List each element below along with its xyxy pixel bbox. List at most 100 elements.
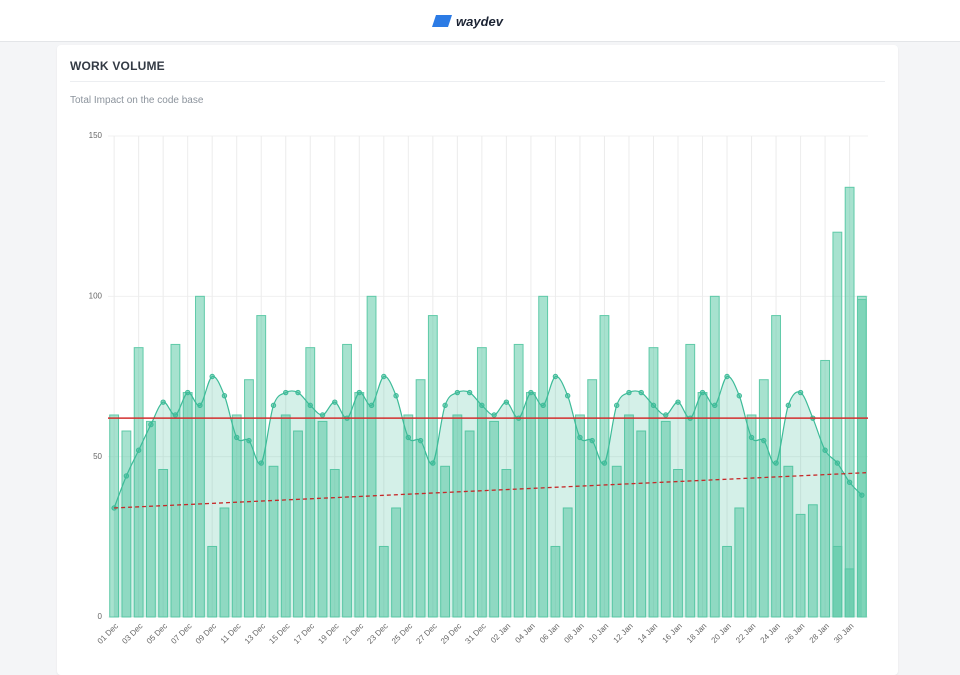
line-point (503, 399, 510, 405)
line-point (540, 402, 546, 409)
bar (746, 414, 757, 618)
line-point (466, 389, 473, 396)
bar (587, 379, 598, 618)
bar (624, 414, 634, 618)
line-point (135, 447, 142, 453)
bar (244, 379, 254, 618)
bar (820, 359, 831, 618)
x-tick-label: 03 Dec (120, 622, 144, 646)
x-tick-label: 06 Jan (538, 622, 561, 645)
bar (611, 465, 622, 618)
line-point (663, 412, 669, 418)
line-point (773, 460, 779, 466)
bar (856, 295, 867, 618)
logo[interactable]: waydev (432, 12, 503, 30)
line-point (785, 402, 792, 409)
line-point (123, 473, 130, 479)
bar (501, 468, 512, 618)
x-tick-label: 09 Dec (194, 622, 218, 646)
line-area (114, 376, 862, 617)
line-point (295, 389, 301, 396)
y-tick-label: 100 (89, 291, 103, 300)
bar (427, 315, 438, 618)
line-point (675, 399, 681, 405)
bar (807, 504, 818, 618)
y-tick-label: 50 (93, 452, 102, 461)
bar (513, 343, 524, 618)
logo-icon (432, 15, 452, 27)
line-point (160, 399, 166, 405)
bar (464, 430, 475, 618)
x-tick-label: 21 Dec (341, 622, 365, 646)
bar (231, 414, 242, 618)
bar (452, 414, 463, 618)
line-point (712, 402, 718, 409)
line-point (172, 412, 179, 418)
line-point (454, 389, 461, 396)
line-point (184, 389, 191, 396)
bar (391, 507, 401, 618)
line-point (834, 460, 841, 466)
bar (734, 507, 745, 618)
x-tick-label: 20 Jan (710, 622, 733, 645)
line-point (614, 402, 620, 409)
card-title: WORK VOLUME (70, 59, 165, 73)
x-tick-label: 24 Jan (759, 622, 782, 645)
line-point (577, 434, 583, 441)
line-point (148, 421, 154, 428)
bar (195, 295, 205, 618)
line-point (430, 460, 436, 466)
bar (673, 468, 683, 618)
x-tick-label: 29 Dec (439, 622, 463, 646)
bar (489, 420, 500, 618)
line-point (319, 412, 326, 418)
bar (219, 507, 230, 618)
line-point (797, 389, 804, 396)
bar (832, 231, 843, 618)
bar (795, 513, 806, 618)
divider (70, 81, 885, 82)
bar (366, 295, 377, 618)
x-tick-label: 04 Jan (513, 622, 536, 645)
line-point (258, 460, 264, 466)
line-point (246, 437, 252, 444)
x-tick-label: 12 Jan (612, 622, 635, 645)
line-point (528, 389, 534, 396)
x-tick-label: 25 Dec (390, 622, 414, 646)
bar (599, 315, 610, 618)
bar (403, 414, 414, 618)
line-point (589, 437, 595, 444)
line-point (283, 389, 289, 396)
line-point (846, 479, 853, 486)
x-tick-label: 13 Dec (243, 622, 267, 646)
x-tick-label: 27 Dec (414, 622, 438, 646)
x-tick-label: 18 Jan (685, 622, 708, 645)
bar (636, 430, 647, 618)
line-point (221, 393, 228, 399)
line-point (650, 402, 657, 409)
line-point (417, 437, 424, 444)
bar (170, 343, 181, 618)
bar (575, 414, 585, 618)
x-tick-label: 17 Dec (292, 622, 316, 646)
line-point (859, 492, 865, 498)
x-tick-label: 11 Dec (219, 622, 243, 646)
bar (207, 545, 218, 618)
bar (440, 465, 451, 618)
bar (109, 414, 120, 618)
line-point (552, 373, 559, 380)
x-tick-label: 30 Jan (832, 622, 855, 645)
bar (660, 420, 671, 618)
x-tick-label: 08 Jan (562, 622, 585, 645)
logo-text: waydev (456, 13, 503, 29)
x-tick-label: 28 Jan (808, 622, 831, 645)
line-point (234, 434, 240, 441)
x-tick-label: 10 Jan (587, 622, 610, 645)
bar (783, 465, 794, 618)
bar (158, 468, 169, 618)
line-point (479, 402, 485, 409)
header: waydev (0, 0, 960, 42)
bar (121, 430, 132, 618)
